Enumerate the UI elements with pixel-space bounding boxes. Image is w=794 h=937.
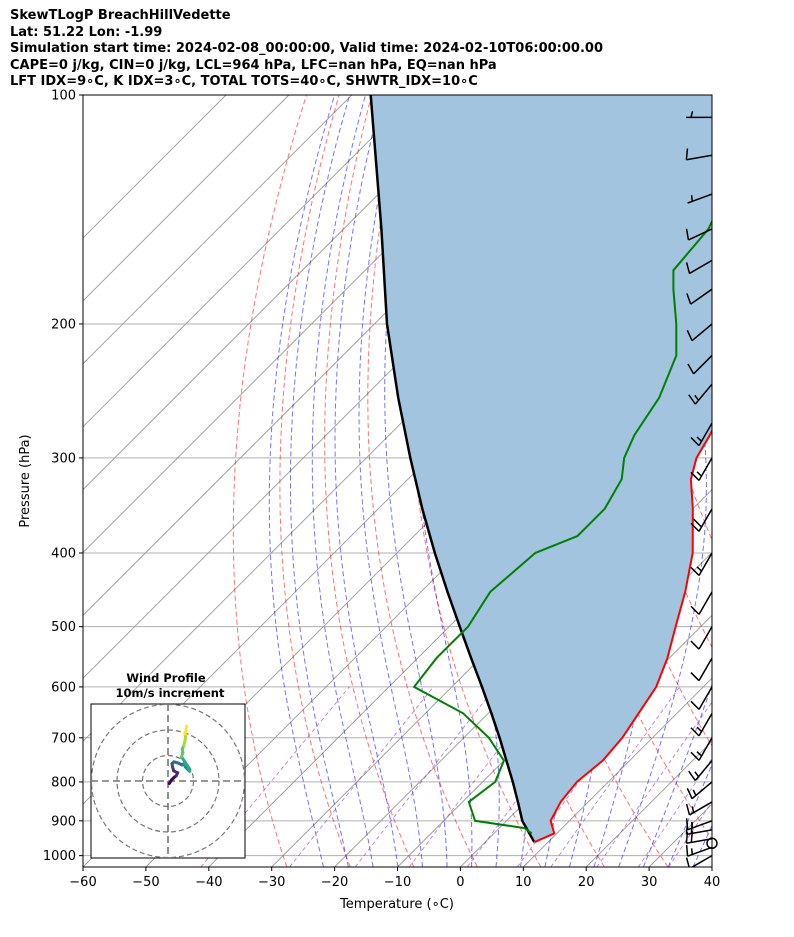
isotherm-line bbox=[83, 95, 416, 428]
y-tick-label: 900 bbox=[51, 814, 76, 829]
x-tick-label: −50 bbox=[132, 875, 159, 890]
x-tick-label: −60 bbox=[69, 875, 96, 890]
wind-barb bbox=[688, 760, 712, 782]
index-line: LFT IDX=9∘C, K IDX=3∘C, TOTAL TOTS=40∘C,… bbox=[10, 74, 478, 89]
stability-line: CAPE=0 j/kg, CIN=0 j/kg, LCL=964 hPa, LF… bbox=[10, 57, 497, 73]
dry-adiabat-line bbox=[367, 95, 478, 867]
plot-area bbox=[83, 95, 794, 867]
isotherm-line bbox=[83, 95, 227, 239]
moist-adiabat-line bbox=[268, 95, 336, 867]
wind-barb bbox=[690, 552, 712, 576]
y-tick-label: 400 bbox=[51, 546, 76, 561]
wind-barb bbox=[685, 801, 712, 816]
y-tick-label: 100 bbox=[51, 89, 76, 104]
isotherm-line bbox=[83, 95, 290, 302]
y-tick-label: 300 bbox=[51, 451, 76, 466]
dry-adiabat-line bbox=[324, 95, 415, 867]
x-tick-label: −30 bbox=[258, 875, 285, 890]
wind-barb bbox=[690, 508, 712, 532]
axes: −60 −50 −40 −30 −20 −10 0 10 20 30 40 1000 900 800 700… bbox=[43, 89, 720, 891]
hodograph-ring bbox=[91, 704, 245, 858]
chart-title: SkewTLogP BreachHillVedette bbox=[10, 8, 231, 23]
x-tick-label: 40 bbox=[704, 875, 721, 890]
wind-barb bbox=[690, 591, 712, 615]
calm-wind-circle bbox=[706, 837, 718, 850]
moist-adiabat-line bbox=[718, 95, 794, 867]
wind-barb bbox=[690, 686, 712, 710]
wind-barb bbox=[690, 737, 712, 761]
isotherm-line bbox=[83, 95, 353, 365]
chart-header: SkewTLogP BreachHillVedette Lat: 51.22 L… bbox=[10, 8, 603, 91]
wind-barb bbox=[687, 193, 712, 204]
y-tick-label: 500 bbox=[51, 620, 76, 635]
wind-barb bbox=[690, 626, 712, 650]
dry-adiabat-line bbox=[279, 95, 351, 867]
mixing-ratio-line bbox=[289, 686, 434, 867]
moist-adiabat-line bbox=[642, 683, 712, 867]
temperature-profile-line bbox=[533, 428, 712, 844]
dry-adiabat-line bbox=[763, 95, 794, 867]
isotherm-line bbox=[522, 677, 712, 867]
wind-barb bbox=[685, 818, 712, 831]
x-tick-label: −20 bbox=[321, 875, 348, 890]
wind-barb bbox=[685, 228, 712, 241]
isotherm-line bbox=[775, 95, 794, 867]
hodograph-subtitle: 10m/s increment bbox=[116, 686, 225, 700]
y-tick-label: 200 bbox=[51, 317, 76, 332]
wind-barb bbox=[685, 148, 712, 161]
hodograph-segment bbox=[184, 724, 189, 732]
y-tick-label: 600 bbox=[51, 680, 76, 695]
x-tick-label: 10 bbox=[515, 875, 532, 890]
parcel-profile-line bbox=[369, 95, 536, 843]
x-axis-label: Temperature (∘C) bbox=[339, 897, 454, 912]
y-tick-label: 1000 bbox=[43, 849, 76, 864]
location-line: Lat: 51.22 Lon: -1.99 bbox=[10, 24, 163, 40]
wind-barb bbox=[685, 259, 712, 275]
wind-barb bbox=[686, 323, 712, 342]
mixing-ratio-line bbox=[596, 701, 712, 867]
hodograph: Wind Profile 10m/s increment bbox=[90, 671, 246, 859]
wind-barb bbox=[686, 288, 712, 305]
wind-barb bbox=[690, 712, 712, 737]
x-tick-label: 0 bbox=[456, 875, 464, 890]
wind-barb bbox=[687, 354, 712, 375]
wind-barb bbox=[685, 844, 712, 857]
time-line: Simulation start time: 2024-02-08_00:00:… bbox=[10, 41, 603, 56]
wind-barb bbox=[690, 657, 712, 682]
mixing-ratio-line bbox=[637, 757, 712, 867]
isotherm-line bbox=[711, 866, 712, 867]
wind-barb bbox=[686, 781, 712, 800]
wind-barb bbox=[688, 383, 712, 405]
hodograph-segment bbox=[180, 755, 191, 770]
isotherm-line bbox=[83, 95, 478, 491]
mixing-ratio-line bbox=[668, 800, 712, 867]
x-tick-label: −10 bbox=[384, 875, 411, 890]
shaded-area bbox=[370, 95, 712, 843]
dry-adiabat-line bbox=[232, 95, 307, 867]
y-axis-label: Pressure (hPa) bbox=[18, 434, 33, 527]
y-tick-label: 800 bbox=[51, 775, 76, 790]
wind-barb bbox=[690, 457, 712, 481]
moist-adiabat-line bbox=[334, 95, 399, 867]
moist-adiabat-line bbox=[311, 95, 374, 867]
x-tick-label: 20 bbox=[578, 875, 595, 890]
dewpoint-profile-line bbox=[412, 219, 712, 835]
mixing-ratio-line bbox=[550, 686, 681, 867]
moist-adiabat-line bbox=[358, 95, 423, 867]
x-tick-label: −40 bbox=[195, 875, 222, 890]
wind-barb bbox=[686, 111, 712, 119]
moist-adiabat-line bbox=[384, 95, 448, 867]
hodograph-title: Wind Profile bbox=[126, 671, 206, 685]
dry-adiabat-line bbox=[730, 95, 794, 867]
mixing-ratio-line bbox=[354, 686, 496, 867]
moist-adiabat-line bbox=[290, 95, 351, 867]
y-tick-label: 700 bbox=[51, 731, 76, 746]
x-tick-label: 30 bbox=[641, 875, 658, 890]
wind-barb bbox=[690, 422, 712, 447]
